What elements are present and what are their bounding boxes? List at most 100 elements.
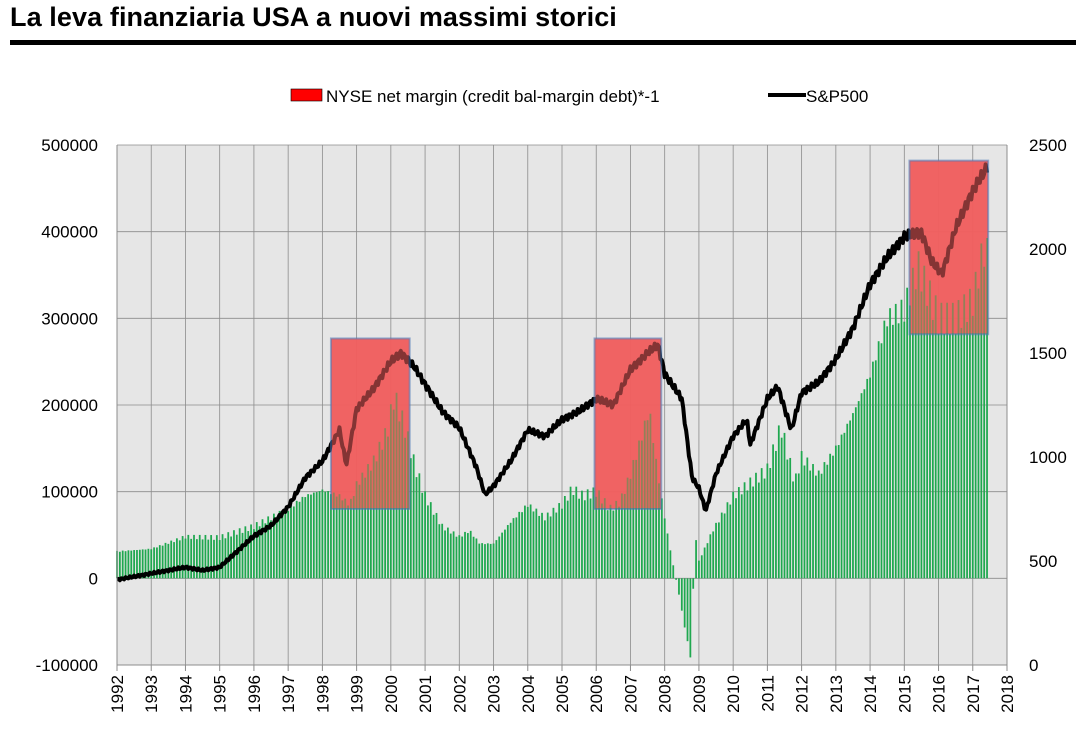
margin-bar [598,490,600,579]
margin-bar [877,341,880,579]
x-tick-label: 1995 [211,675,230,713]
y-left-tick-label: 400000 [41,223,98,242]
margin-bar [857,401,860,579]
margin-bar [715,522,717,579]
margin-bar [281,514,284,579]
margin-bar [586,489,589,579]
margin-bar [623,493,626,579]
margin-bar [606,510,609,579]
margin-bar [498,536,501,579]
margin-bar [760,468,763,579]
margin-bar [118,551,121,579]
margin-bar [429,502,432,579]
margin-bar [757,482,760,579]
margin-bar [678,578,680,595]
margin-bar [338,494,341,579]
margin-bar [872,361,874,579]
margin-bar [780,437,783,579]
margin-bar [812,464,814,579]
margin-bar [749,477,752,579]
margin-bar [546,512,549,579]
margin-bar [538,515,541,579]
margin-bar [718,522,720,579]
margin-bar [464,531,466,579]
margin-bar [726,502,729,579]
margin-bar [466,533,469,579]
margin-bar [190,538,193,579]
margin-bar [675,578,677,580]
margin-bar [364,477,367,579]
margin-bar [660,498,663,579]
margin-bar [897,323,900,579]
margin-bar [612,510,615,579]
margin-bar [193,534,195,579]
x-tick-label: 2011 [758,675,777,712]
margin-bar [743,482,746,579]
margin-bar [418,473,421,579]
margin-bar [592,487,595,579]
margin-bar [903,321,906,579]
margin-bar [210,535,213,579]
y-right-tick-label: 500 [1029,552,1057,571]
margin-bar [866,378,869,579]
margin-bar [524,505,526,579]
margin-bar [552,507,555,579]
margin-bar [920,291,923,579]
margin-bar [447,527,449,579]
margin-bar [501,532,503,579]
margin-bar [278,510,281,579]
margin-bar [729,504,732,579]
margin-bar [549,516,552,579]
y-right-tick-label: 0 [1029,656,1038,675]
margin-bar [124,551,127,579]
margin-bar [381,449,384,579]
margin-bar [817,470,820,579]
highlight-overlays [329,159,990,510]
margin-bar [829,453,832,579]
margin-bar [911,267,914,579]
x-tick-label: 2015 [895,675,914,713]
margin-bar [880,343,883,579]
x-tick-label: 2004 [519,675,538,713]
margin-bar [601,503,603,579]
highlight-overlay [908,159,990,336]
margin-bar [444,530,446,579]
margin-bar [535,508,538,579]
margin-bar [195,539,198,579]
margin-bars [116,238,988,658]
margin-bar [974,271,977,579]
margin-bar [595,496,598,579]
margin-bar [929,280,931,579]
margin-bar [803,465,806,579]
margin-bar [755,472,757,579]
margin-bar [127,550,130,579]
y-right-tick-label: 2500 [1029,136,1067,155]
margin-bar [809,470,812,579]
x-tick-label: 2005 [553,675,572,713]
margin-bar [632,459,635,579]
x-tick-label: 2010 [724,675,743,713]
margin-bar [666,533,669,579]
margin-bar [361,472,364,579]
margin-bar [914,289,917,579]
margin-bar [655,458,658,579]
margin-bar [706,543,709,579]
margin-bar [458,535,461,579]
margin-bar [312,492,315,579]
margin-bar [980,243,983,579]
x-tick-label: 1999 [348,675,367,713]
margin-bar [854,407,857,579]
margin-bar [315,492,318,579]
margin-bar [561,508,563,579]
margin-bar [917,251,920,579]
margin-bar [161,545,164,579]
y-left-tick-label: 300000 [41,309,98,328]
margin-bar [324,491,327,579]
margin-bar [307,494,310,579]
x-tick-label: 1992 [108,675,127,713]
margin-bar [786,459,789,579]
margin-bar [683,578,686,628]
y-right-tick-label: 2000 [1029,240,1067,259]
margin-bar [341,500,344,579]
